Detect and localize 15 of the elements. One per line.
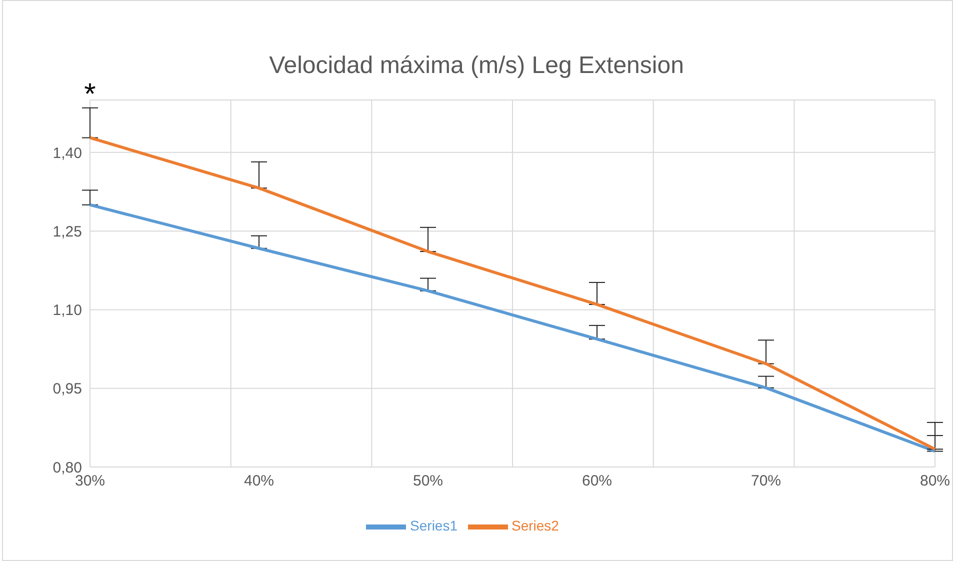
legend-label: Series1	[410, 518, 458, 534]
x-tick-label: 50%	[412, 472, 444, 490]
x-tick-label: 60%	[582, 472, 612, 490]
y-tick-label: 1,40	[52, 144, 82, 162]
y-tick-label: 1,25	[52, 223, 82, 240]
x-tick-label: 40%	[244, 472, 274, 490]
x-tick-label: 70%	[750, 472, 782, 490]
x-tick-label: 80%	[920, 472, 950, 490]
annotation: *	[84, 78, 96, 111]
y-tick-label: 0,95	[52, 380, 82, 398]
chart-title: Velocidad máxima (m/s) Leg Extension	[269, 52, 684, 79]
line-series	[88, 203, 936, 453]
line-series	[88, 136, 936, 451]
legend-label: Series2	[512, 518, 559, 534]
y-tick-label: 1,10	[52, 302, 82, 320]
